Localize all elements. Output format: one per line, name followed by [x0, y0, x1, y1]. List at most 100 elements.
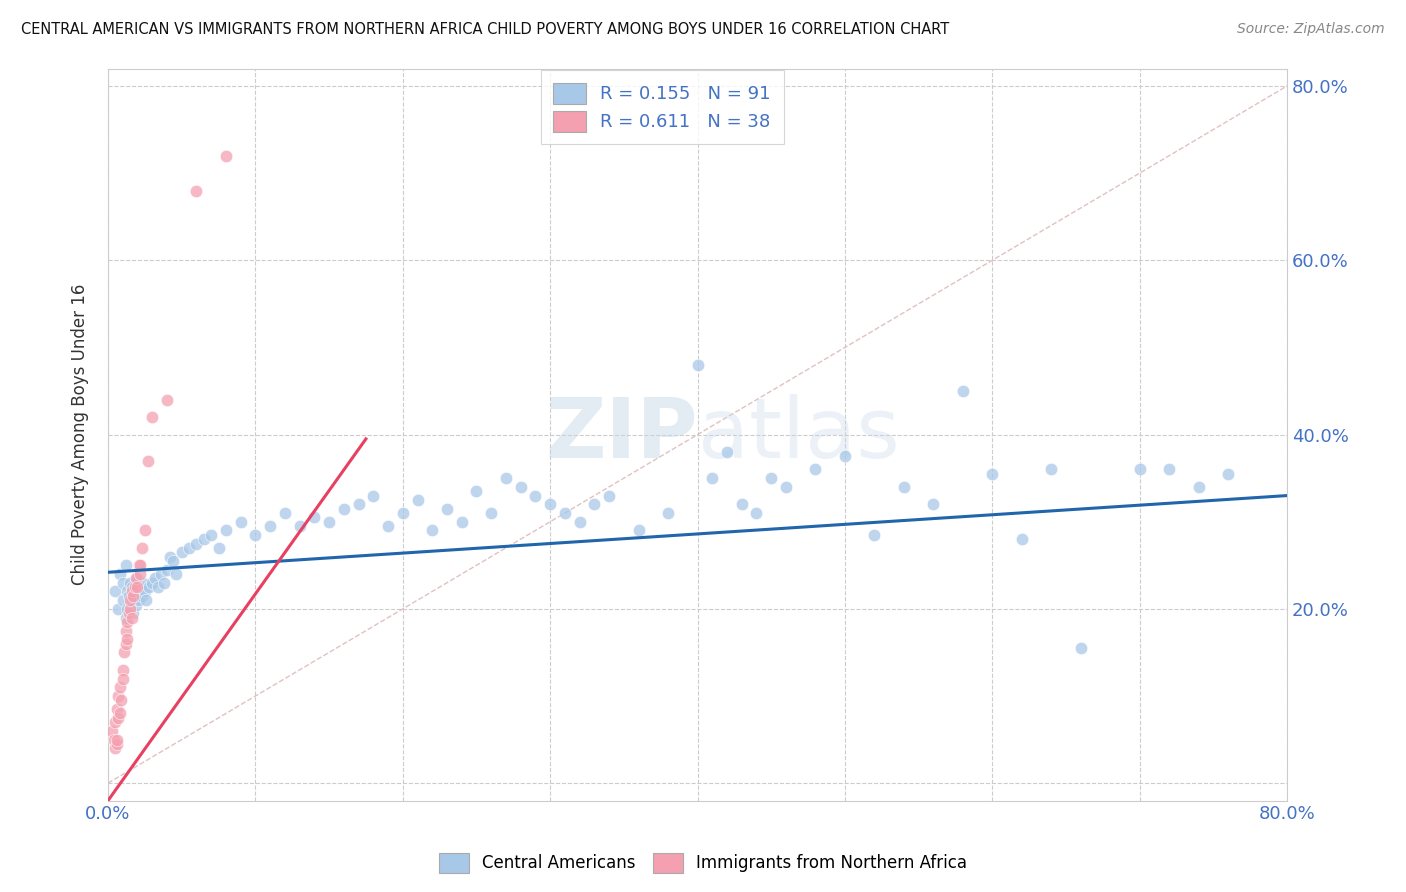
Point	[131, 589, 153, 603]
Y-axis label: Child Poverty Among Boys Under 16: Child Poverty Among Boys Under 16	[72, 284, 89, 585]
Point	[127, 584, 149, 599]
Point	[259, 519, 281, 533]
Point	[115, 615, 138, 629]
Point	[110, 693, 132, 707]
Point	[318, 515, 340, 529]
Point	[111, 672, 134, 686]
Point	[834, 450, 856, 464]
Point	[114, 610, 136, 624]
Point	[105, 702, 128, 716]
Point	[509, 480, 531, 494]
Point	[165, 567, 187, 582]
Point	[121, 610, 143, 624]
Point	[479, 506, 502, 520]
Point	[103, 732, 125, 747]
Point	[1040, 462, 1063, 476]
Point	[657, 506, 679, 520]
Point	[104, 715, 127, 730]
Point	[111, 575, 134, 590]
Point	[162, 554, 184, 568]
Text: ZIP: ZIP	[546, 394, 697, 475]
Point	[450, 515, 472, 529]
Point	[129, 567, 152, 582]
Legend: Central Americans, Immigrants from Northern Africa: Central Americans, Immigrants from North…	[433, 847, 973, 880]
Point	[716, 445, 738, 459]
Point	[200, 528, 222, 542]
Point	[186, 536, 208, 550]
Text: atlas: atlas	[697, 394, 900, 475]
Point	[981, 467, 1004, 481]
Point	[377, 519, 399, 533]
Point	[122, 589, 145, 603]
Point	[104, 584, 127, 599]
Point	[304, 510, 326, 524]
Point	[117, 606, 139, 620]
Point	[288, 519, 311, 533]
Point	[104, 741, 127, 756]
Point	[125, 598, 148, 612]
Point	[922, 497, 945, 511]
Point	[131, 541, 153, 555]
Point	[863, 528, 886, 542]
Point	[115, 602, 138, 616]
Point	[125, 571, 148, 585]
Point	[538, 497, 561, 511]
Point	[122, 606, 145, 620]
Point	[745, 506, 768, 520]
Point	[129, 558, 152, 573]
Point	[127, 571, 149, 585]
Point	[132, 575, 155, 590]
Point	[465, 484, 488, 499]
Point	[361, 489, 384, 503]
Point	[117, 589, 139, 603]
Point	[1216, 467, 1239, 481]
Point	[583, 497, 606, 511]
Point	[153, 575, 176, 590]
Point	[107, 602, 129, 616]
Point	[134, 584, 156, 599]
Point	[150, 567, 173, 582]
Point	[207, 541, 229, 555]
Point	[686, 358, 709, 372]
Point	[436, 501, 458, 516]
Point	[627, 524, 650, 538]
Point	[170, 545, 193, 559]
Point	[775, 480, 797, 494]
Point	[114, 637, 136, 651]
Point	[893, 480, 915, 494]
Point	[146, 580, 169, 594]
Point	[141, 410, 163, 425]
Point	[554, 506, 576, 520]
Point	[1070, 641, 1092, 656]
Point	[107, 689, 129, 703]
Point	[1129, 462, 1152, 476]
Point	[115, 632, 138, 647]
Point	[128, 558, 150, 573]
Point	[129, 580, 152, 594]
Point	[1188, 480, 1211, 494]
Point	[229, 515, 252, 529]
Point	[761, 471, 783, 485]
Point	[124, 580, 146, 594]
Text: Source: ZipAtlas.com: Source: ZipAtlas.com	[1237, 22, 1385, 37]
Point	[731, 497, 754, 511]
Point	[136, 453, 159, 467]
Point	[108, 706, 131, 721]
Point	[120, 602, 142, 616]
Legend: R = 0.155   N = 91, R = 0.611   N = 38: R = 0.155 N = 91, R = 0.611 N = 38	[541, 70, 783, 145]
Point	[159, 549, 181, 564]
Point	[391, 506, 413, 520]
Point	[121, 584, 143, 599]
Point	[121, 580, 143, 594]
Point	[186, 184, 208, 198]
Point	[108, 567, 131, 582]
Point	[274, 506, 297, 520]
Point	[1159, 462, 1181, 476]
Point	[245, 528, 267, 542]
Point	[111, 663, 134, 677]
Point	[138, 580, 160, 594]
Point	[156, 563, 179, 577]
Point	[568, 515, 591, 529]
Point	[193, 532, 215, 546]
Point	[177, 541, 200, 555]
